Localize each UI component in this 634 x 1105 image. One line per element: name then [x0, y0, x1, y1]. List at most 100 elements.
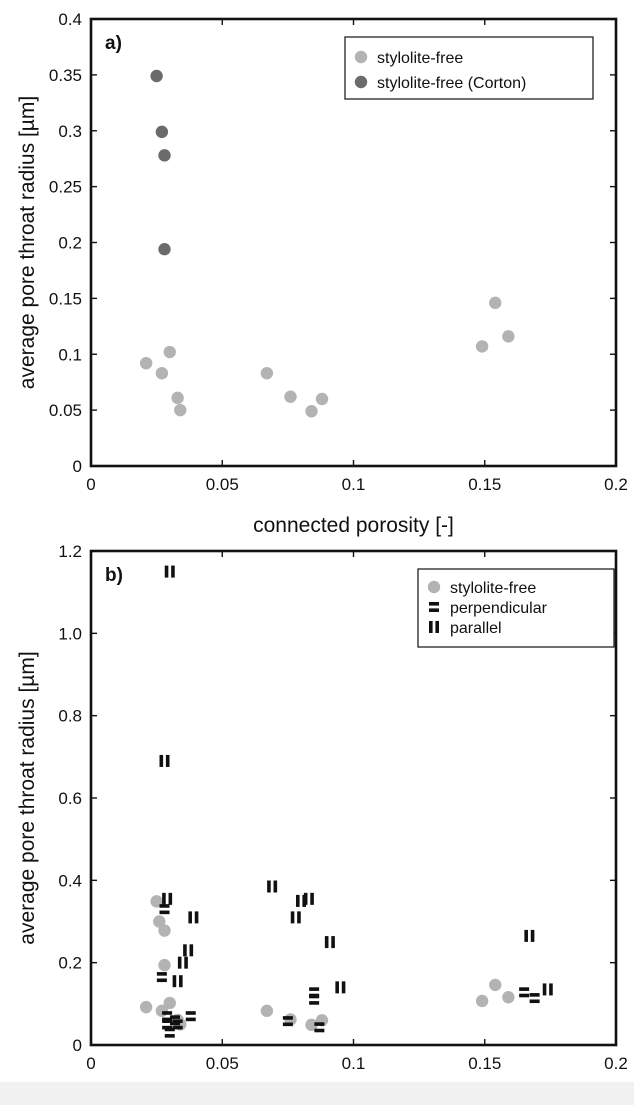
x-tick-label: 0 [86, 1054, 95, 1073]
y-tick-label: 0.25 [49, 178, 82, 197]
y-tick-label: 0.8 [58, 707, 82, 726]
legend: stylolite-free perpendicular parallel [417, 568, 615, 648]
point-parallel [303, 892, 314, 905]
point-stylolite-free [163, 345, 176, 359]
y-tick-label: 0.4 [58, 10, 82, 29]
point-perpendicular [185, 1011, 196, 1022]
legend-box [344, 36, 594, 100]
y-tick-label: 1.0 [58, 624, 82, 643]
point-perpendicular [159, 904, 170, 915]
point-stylolite-free [475, 994, 489, 1008]
point-parallel [177, 956, 188, 969]
plot-frame [89, 17, 618, 468]
point-stylolite-free [489, 296, 502, 310]
y-tick-label: 0 [73, 457, 82, 476]
point-parallel [159, 754, 170, 767]
y-axis-title: average pore throat radius [µm] [16, 651, 39, 944]
panel-a: 0 0.05 0.1 0.15 0.2 0 0.05 0.1 0.15 0.2 0.25 0.3 0.3… [16, 10, 628, 537]
y-tick-label: 0.2 [58, 954, 82, 973]
point-stylolite-free [260, 1004, 274, 1018]
legend-marker-perpendicular [429, 602, 439, 612]
point-perpendicular [170, 1015, 180, 1026]
point-stylolite-free [174, 403, 187, 417]
legend-label-parallel: parallel [450, 620, 502, 637]
y-axis-title: average pore throat radius [µm] [16, 96, 39, 389]
point-stylolite-free [260, 367, 274, 380]
y-tick-label: 0.05 [49, 401, 82, 420]
point-stylolite-free [158, 924, 171, 937]
panel-label: b) [105, 565, 123, 586]
point-stylolite-free [153, 915, 166, 928]
y-tick-label: 0.3 [58, 122, 82, 141]
point-stylolite-free-corton [155, 125, 169, 139]
point-stylolite-free [315, 392, 329, 406]
legend-label-stylolite-free: stylolite-free [377, 50, 463, 67]
y-tick-label: 0 [73, 1036, 82, 1055]
point-stylolite-free [284, 390, 297, 403]
point-perpendicular [162, 1011, 173, 1022]
x-tick-label: 0 [86, 475, 95, 494]
x-tick-label: 0.05 [206, 475, 239, 494]
y-tick-label: 0.4 [58, 871, 82, 890]
plot-frame [89, 549, 618, 1047]
legend-marker-stylolite-free-corton [354, 75, 368, 89]
point-stylolite-free [158, 958, 171, 972]
x-tick-label: 0.2 [604, 475, 628, 494]
point-stylolite-free [475, 340, 489, 353]
panel-label: a) [105, 33, 122, 54]
point-perpendicular [519, 987, 530, 998]
point-perpendicular [309, 994, 320, 1005]
point-parallel [524, 929, 535, 942]
point-stylolite-free [489, 978, 502, 992]
y-tick-label: 1.2 [58, 542, 82, 561]
point-stylolite-free-corton [158, 149, 171, 162]
point-stylolite-free-corton [150, 69, 163, 83]
point-parallel [162, 892, 173, 905]
legend-label-stylolite-free: stylolite-free [450, 580, 536, 597]
x-tick-label: 0.15 [468, 1054, 501, 1073]
legend-label-perpendicular: perpendicular [450, 600, 548, 617]
point-stylolite-free [502, 330, 515, 343]
legend-marker-stylolite-free [427, 580, 441, 594]
point-stylolite-free [155, 367, 169, 380]
point-stylolite-free [139, 1000, 153, 1014]
bottom-strip [0, 1082, 634, 1105]
point-parallel [172, 975, 183, 988]
point-stylolite-free [139, 356, 153, 370]
point-perpendicular [156, 972, 167, 983]
legend-marker-stylolite-free [354, 50, 368, 64]
point-perpendicular [172, 1019, 183, 1030]
y-tick-label: 0.6 [58, 789, 82, 808]
x-tick-label: 0.15 [468, 475, 501, 494]
panel-b: 0 0.05 0.1 0.15 0.2 0 0.2 0.4 0.6 0.8 1.0 1.2 b) styl… [16, 542, 628, 1105]
y-tick-label: 0.35 [49, 66, 82, 85]
x-tick-label: 0.2 [604, 1054, 628, 1073]
point-parallel [290, 911, 301, 924]
point-stylolite-free [305, 1018, 318, 1032]
point-stylolite-free [502, 991, 515, 1004]
legend-box [417, 568, 615, 648]
point-stylolite-free-corton [158, 243, 171, 256]
x-axis-title: connected porosity [-] [253, 514, 454, 537]
y-tick-label: 0.1 [58, 345, 82, 364]
point-stylolite-free [171, 391, 184, 405]
point-parallel [164, 565, 175, 578]
legend-label-stylolite-free-corton: stylolite-free (Corton) [377, 75, 526, 92]
point-stylolite-free [305, 405, 318, 418]
y-tick-label: 0.15 [49, 289, 82, 308]
point-perpendicular [529, 993, 540, 1004]
point-perpendicular [282, 1016, 293, 1027]
point-perpendicular [314, 1022, 325, 1033]
x-tick-label: 0.05 [206, 1054, 239, 1073]
point-parallel [267, 880, 278, 893]
y-tick-label: 0.2 [58, 234, 82, 253]
point-parallel [183, 944, 194, 957]
point-parallel [188, 911, 199, 924]
legend: stylolite-free stylolite-free (Corton) [344, 36, 594, 100]
point-perpendicular [162, 1019, 173, 1030]
point-parallel [335, 981, 346, 994]
point-perpendicular [164, 1027, 175, 1038]
point-parallel [324, 936, 335, 949]
point-parallel [542, 983, 553, 996]
